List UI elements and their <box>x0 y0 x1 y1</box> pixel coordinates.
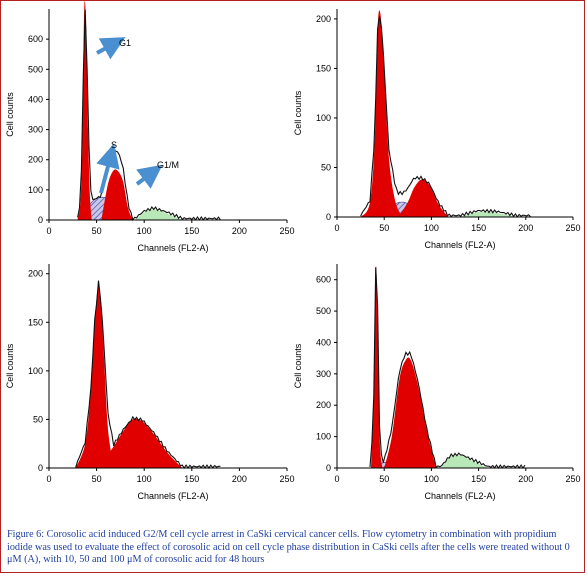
y-tick-label: 0 <box>326 463 331 473</box>
histogram-outline <box>369 267 526 470</box>
y-tick-label: 300 <box>28 125 43 135</box>
x-tick-label: 100 <box>137 474 152 484</box>
y-tick-label: 200 <box>28 155 43 165</box>
y-tick-label: 400 <box>316 337 331 347</box>
y-tick-label: 100 <box>316 432 331 442</box>
x-tick-label: 150 <box>184 474 199 484</box>
x-tick-label: 200 <box>518 223 533 233</box>
y-tick-label: 500 <box>28 64 43 74</box>
panel-top-left: 0 50 100 150 200 250 0 100 200 300 400 500 600 Channe… <box>5 0 295 253</box>
y-tick-label: 50 <box>321 162 331 172</box>
x-tick-label: 50 <box>92 474 102 484</box>
histogram-outline <box>75 280 221 470</box>
x-tick-label: 250 <box>565 223 580 233</box>
y-tick-label: 100 <box>28 366 43 376</box>
y-tick-label: 500 <box>316 306 331 316</box>
x-tick-label: 250 <box>565 474 580 484</box>
histogram-outline <box>360 16 531 218</box>
y-tick-label: 400 <box>28 94 43 104</box>
y-tick-label: 600 <box>316 275 331 285</box>
y-tick-label: 200 <box>316 400 331 410</box>
histogram-outline <box>77 9 221 222</box>
x-tick-label: 200 <box>518 474 533 484</box>
annotation-label: G1/M <box>157 160 179 170</box>
panel-bottom-right: 0 50 100 150 200 250 0 100 200 300 400 500 600 Channe… <box>293 264 581 501</box>
series-debris-peak <box>440 455 488 468</box>
series-g1-peak <box>360 10 404 218</box>
y-tick-label: 50 <box>33 414 43 424</box>
x-tick-label: 100 <box>424 474 439 484</box>
series-g1m-peak <box>398 179 449 217</box>
x-tick-label: 0 <box>46 474 51 484</box>
figure-caption: Figure 6: Corosolic acid induced G2/M ce… <box>7 529 570 566</box>
series-g1m-peak <box>96 418 183 468</box>
y-axis-label: Cell counts <box>293 343 303 388</box>
x-axis-label: Channels (FL2-A) <box>137 491 208 501</box>
annotation-arrow <box>96 37 126 60</box>
x-axis-label: Channels (FL2-A) <box>424 491 495 501</box>
y-tick-label: 0 <box>38 463 43 473</box>
y-tick-label: 100 <box>316 113 331 123</box>
y-tick-label: 300 <box>316 369 331 379</box>
series-g1-peak <box>371 266 384 468</box>
x-tick-label: 100 <box>137 226 152 236</box>
x-axis-label: Channels (FL2-A) <box>137 243 208 253</box>
series-g1-peak <box>75 285 114 468</box>
x-tick-label: 0 <box>334 223 339 233</box>
x-tick-label: 200 <box>232 474 247 484</box>
y-tick-label: 200 <box>28 269 43 279</box>
x-tick-label: 50 <box>92 226 102 236</box>
y-tick-label: 150 <box>28 317 43 327</box>
series-g1m-peak <box>101 169 133 220</box>
x-tick-label: 50 <box>379 223 389 233</box>
y-axis-label: Cell counts <box>293 90 303 135</box>
annotation-label: G1 <box>119 38 131 48</box>
flow-cytometry-histograms: 0 50 100 150 200 2500100200300400500600Channe… <box>5 0 581 501</box>
y-axis-label: Cell counts <box>5 343 15 388</box>
y-tick-label: 100 <box>28 185 43 195</box>
x-tick-label: 0 <box>46 226 51 236</box>
panel-bottom-left: 0 50 100 150 200 250 0 50 100 150 200 Channels (FL2… <box>5 264 295 501</box>
y-tick-label: 600 <box>28 34 43 44</box>
x-tick-label: 150 <box>184 226 199 236</box>
panel-top-right: 0 50 100 150 200 250 0 50 100 150 200 Channels (FL2… <box>293 9 581 250</box>
annotation-arrow <box>135 164 163 189</box>
series-g1m-peak <box>384 357 437 468</box>
series-g1-peak <box>77 0 92 220</box>
annotation-label: S <box>111 140 117 150</box>
x-tick-label: 250 <box>279 226 294 236</box>
x-tick-label: 50 <box>379 474 389 484</box>
y-tick-label: 0 <box>38 215 43 225</box>
series-debris-peak <box>134 209 183 220</box>
x-tick-label: 250 <box>279 474 294 484</box>
y-tick-label: 0 <box>326 212 331 222</box>
x-tick-label: 200 <box>232 226 247 236</box>
y-axis-label: Cell counts <box>5 92 15 137</box>
x-tick-label: 150 <box>471 474 486 484</box>
y-tick-label: 150 <box>316 63 331 73</box>
annotation-arrow <box>96 143 120 194</box>
y-tick-label: 200 <box>316 14 331 24</box>
x-tick-label: 100 <box>424 223 439 233</box>
x-tick-label: 0 <box>334 474 339 484</box>
series-debris-peak <box>459 211 517 217</box>
x-axis-label: Channels (FL2-A) <box>424 240 495 250</box>
x-tick-label: 150 <box>471 223 486 233</box>
